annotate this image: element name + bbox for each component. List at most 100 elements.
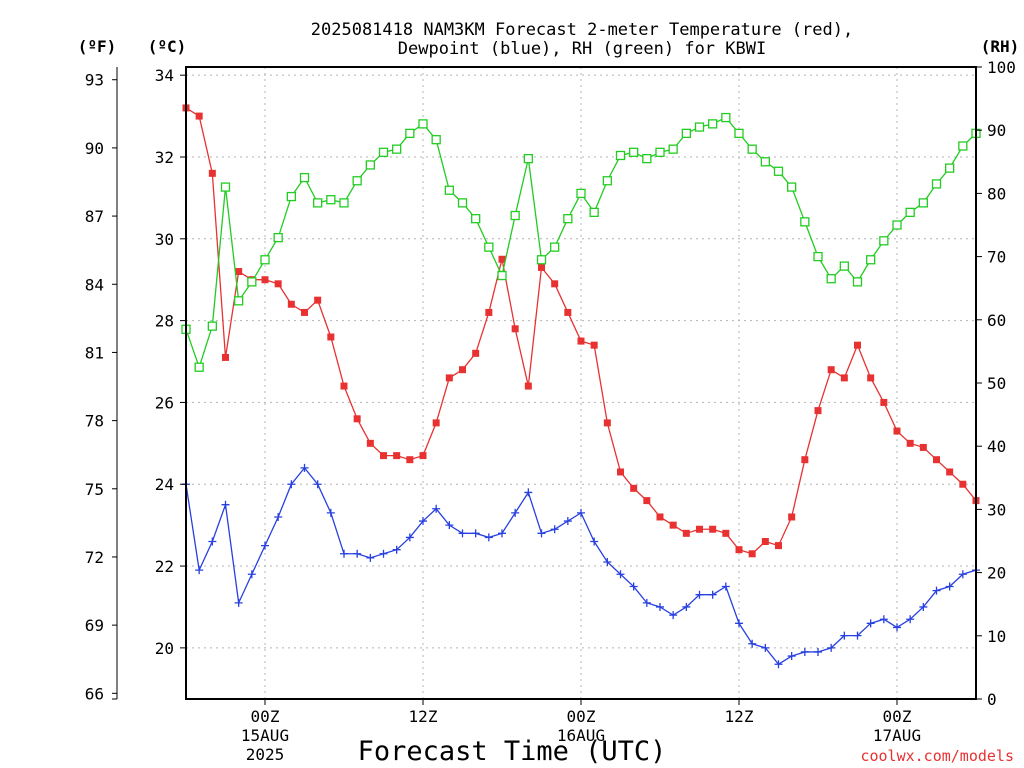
point-rh bbox=[457, 198, 468, 208]
point-rh bbox=[681, 128, 691, 139]
point-dewpoint bbox=[326, 508, 335, 517]
point-rh bbox=[260, 255, 270, 265]
point-rh bbox=[918, 198, 928, 208]
gridlines bbox=[186, 67, 976, 699]
point-dewpoint bbox=[958, 570, 967, 579]
point-rh bbox=[629, 147, 639, 157]
point-2-meter-temperature bbox=[564, 308, 572, 316]
point-2-meter-temperature bbox=[761, 538, 769, 546]
point-rh bbox=[471, 214, 481, 224]
point-2-meter-temperature bbox=[735, 546, 743, 554]
point-2-meter-temperature bbox=[498, 255, 506, 263]
tick-label-rh: 60 bbox=[987, 311, 1006, 330]
point-dewpoint bbox=[234, 598, 243, 607]
point-rh bbox=[352, 176, 362, 186]
point-rh bbox=[734, 128, 744, 139]
point-dewpoint bbox=[247, 570, 256, 579]
tick-label-celsius: 24 bbox=[155, 475, 174, 494]
point-dewpoint bbox=[695, 590, 704, 599]
tick-label-rh: 70 bbox=[987, 248, 1006, 267]
point-rh bbox=[958, 141, 968, 151]
point-2-meter-temperature bbox=[353, 415, 361, 423]
point-rh bbox=[207, 321, 217, 331]
chart-title-line-1: 2025081418 NAM3KM Forecast 2-meter Tempe… bbox=[311, 20, 853, 40]
point-rh bbox=[655, 147, 665, 157]
point-2-meter-temperature bbox=[880, 398, 888, 406]
point-rh bbox=[589, 207, 599, 218]
point-dewpoint bbox=[524, 488, 533, 497]
unit-label-celsius: (ºC) bbox=[148, 37, 187, 56]
point-rh bbox=[431, 135, 441, 145]
point-rh bbox=[826, 274, 836, 284]
point-2-meter-temperature bbox=[656, 513, 664, 521]
tick-label-rh: 40 bbox=[987, 437, 1006, 456]
point-dewpoint bbox=[419, 517, 427, 526]
axis-ticks-layer: 20 22 24 26 28 30 32 34 66 69 72 75 78 81 84 87 90 93 0 10 2… bbox=[85, 58, 1016, 764]
point-2-meter-temperature bbox=[261, 276, 269, 284]
point-dewpoint bbox=[629, 582, 638, 591]
point-rh bbox=[286, 191, 296, 202]
tick-label-celsius: 28 bbox=[155, 312, 174, 331]
point-dewpoint bbox=[471, 529, 480, 538]
point-rh bbox=[220, 182, 231, 192]
point-rh bbox=[273, 232, 283, 243]
tick-label-rh: 90 bbox=[987, 121, 1006, 140]
point-rh bbox=[444, 185, 454, 195]
tick-label-time: 00Z bbox=[251, 707, 280, 726]
point-rh bbox=[800, 217, 810, 227]
point-dewpoint bbox=[208, 537, 217, 546]
point-2-meter-temperature bbox=[459, 366, 466, 374]
tick-label-celsius: 22 bbox=[155, 557, 174, 576]
point-rh bbox=[484, 242, 494, 252]
tick-label-time: 12Z bbox=[409, 707, 438, 726]
point-dewpoint bbox=[893, 623, 901, 632]
tick-label-celsius: 26 bbox=[155, 393, 174, 412]
tick-label-fahrenheit: 75 bbox=[85, 480, 104, 499]
point-dewpoint bbox=[735, 619, 743, 628]
point-2-meter-temperature bbox=[208, 169, 216, 177]
point-2-meter-temperature bbox=[340, 382, 348, 390]
point-rh bbox=[813, 251, 823, 262]
point-dewpoint bbox=[853, 631, 862, 640]
tick-label-rh: 30 bbox=[987, 500, 1006, 519]
point-dewpoint bbox=[906, 615, 915, 624]
point-2-meter-temperature bbox=[301, 308, 308, 316]
point-rh bbox=[839, 261, 849, 271]
point-dewpoint bbox=[642, 598, 651, 607]
point-dewpoint bbox=[195, 566, 204, 575]
point-rh bbox=[721, 112, 731, 123]
point-rh bbox=[642, 153, 652, 164]
point-dewpoint bbox=[221, 500, 230, 509]
point-rh bbox=[892, 220, 902, 230]
point-dewpoint bbox=[366, 553, 375, 562]
chart-title-line-2: Dewpoint (blue), RH (green) for KBWI bbox=[398, 39, 766, 59]
point-dewpoint bbox=[577, 508, 585, 517]
point-2-meter-temperature bbox=[577, 337, 585, 345]
tick-label-time: 12Z bbox=[725, 707, 754, 726]
unit-label-fahrenheit: (ºF) bbox=[78, 37, 117, 56]
point-rh bbox=[194, 362, 204, 372]
point-dewpoint bbox=[445, 521, 454, 530]
point-2-meter-temperature bbox=[472, 349, 480, 357]
tick-label-fahrenheit: 69 bbox=[85, 616, 104, 635]
tick-label-fahrenheit: 90 bbox=[85, 139, 104, 158]
point-2-meter-temperature bbox=[380, 452, 387, 460]
point-2-meter-temperature bbox=[906, 439, 914, 447]
point-rh bbox=[760, 157, 770, 167]
tick-label-fahrenheit: 84 bbox=[85, 275, 104, 294]
point-2-meter-temperature bbox=[946, 468, 954, 476]
point-rh bbox=[326, 195, 336, 205]
point-2-meter-temperature bbox=[485, 308, 493, 316]
tick-label-rh: 10 bbox=[987, 627, 1006, 646]
tick-label-celsius: 30 bbox=[155, 230, 174, 249]
point-rh bbox=[945, 163, 955, 173]
point-dewpoint bbox=[550, 525, 559, 534]
point-2-meter-temperature bbox=[630, 484, 638, 492]
point-dewpoint bbox=[866, 619, 875, 628]
point-2-meter-temperature bbox=[445, 374, 453, 382]
point-rh bbox=[536, 255, 547, 265]
tick-label-year: 2025 bbox=[246, 745, 285, 764]
point-dewpoint bbox=[708, 590, 717, 599]
point-rh bbox=[510, 210, 520, 221]
point-2-meter-temperature bbox=[840, 374, 848, 382]
